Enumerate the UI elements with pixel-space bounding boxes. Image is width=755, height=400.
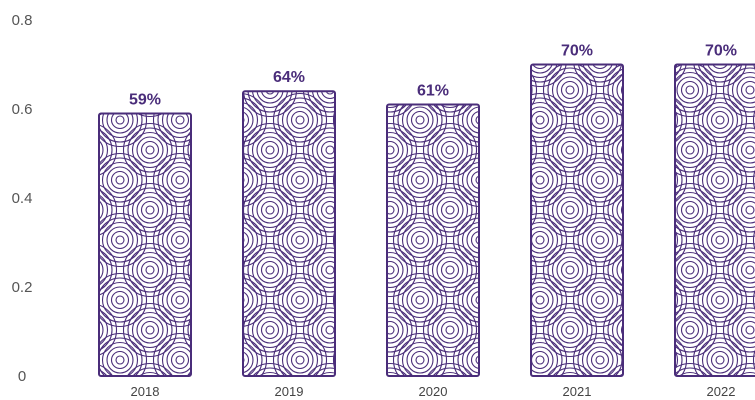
- y-tick-label: 0.4: [12, 190, 33, 207]
- bar: [242, 90, 336, 377]
- data-label: 70%: [705, 43, 737, 60]
- y-tick-label: 0.8: [12, 12, 33, 29]
- data-label: 59%: [129, 91, 161, 108]
- x-tick-label: 2019: [275, 384, 304, 399]
- x-axis: 2018 2019 2020 2021 2022: [131, 384, 736, 399]
- data-label: 64%: [273, 69, 305, 86]
- bar: [674, 63, 755, 377]
- data-labels-group: 59% 64% 61% 70% 70%: [129, 43, 737, 109]
- bars-group: [98, 63, 755, 378]
- bar: [386, 103, 480, 378]
- data-label: 61%: [417, 83, 449, 100]
- y-tick-label: 0.6: [12, 101, 33, 118]
- y-axis: 0 0.2 0.4 0.6 0.8: [12, 12, 33, 385]
- x-tick-label: 2020: [419, 384, 448, 399]
- data-label: 70%: [561, 43, 593, 60]
- y-tick-label: 0: [18, 368, 26, 385]
- y-tick-label: 0.2: [12, 279, 33, 296]
- x-tick-label: 2022: [707, 384, 736, 399]
- bar: [530, 63, 624, 377]
- bar: [98, 112, 192, 377]
- x-tick-label: 2018: [131, 384, 160, 399]
- x-tick-label: 2021: [563, 384, 592, 399]
